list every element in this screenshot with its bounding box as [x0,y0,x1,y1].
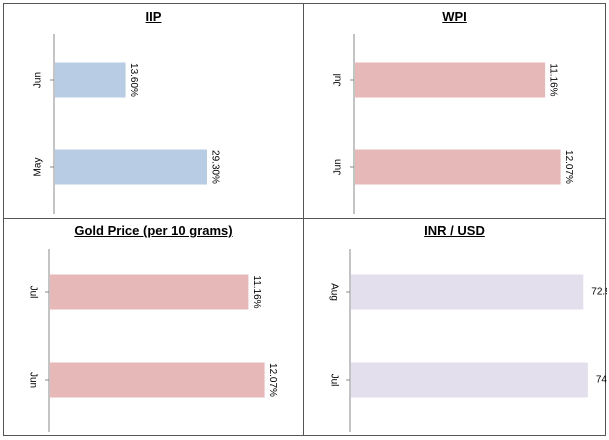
bar [355,149,561,185]
data-label: 11.16% [548,63,559,96]
y-tick-label: Jul [28,286,39,299]
chart-title: WPI [442,9,467,24]
bar [55,62,126,98]
chart-panel-inr-usd: INR / USD Aug 72.95 Jul 74.38 [303,218,607,436]
y-tick-label: Jun [33,72,44,88]
data-label: 13.60% [128,63,139,97]
chart-panel-wpi: WPI Jul 11.16% Jun 12.07% [303,3,606,219]
data-label: 72.95 [591,287,607,298]
data-label: 12.07% [267,363,278,397]
y-tick-label: Jul [329,374,340,387]
y-tick-label: Jun [333,159,344,175]
chart-plot-wpi: Jul 11.16% Jun 12.07% [333,34,574,214]
data-label: 11.16% [251,275,262,308]
bar [351,362,588,398]
bar [50,274,249,310]
chart-title: IIP [145,9,162,24]
y-tick-label: Jul [333,74,344,87]
chart-plot-inr-usd: Aug 72.95 Jul 74.38 [329,249,607,432]
data-label: 12.07% [563,150,574,184]
bar [50,362,265,398]
bar [55,149,207,185]
y-tick-label: Jun [28,372,39,388]
bar [351,274,584,310]
chart-title: INR / USD [424,223,485,238]
y-tick-label: May [33,158,44,177]
bar [355,62,546,98]
chart-plot-gold: Jul 11.16% Jun 12.07% [28,249,278,432]
chart-panel-iip: IIP Jun 13.60% May 29.30% [3,3,304,219]
data-label: 29.30% [209,150,220,184]
chart-plot-iip: Jun 13.60% May 29.30% [33,34,220,214]
chart-panel-gold: Gold Price (per 10 grams) Jul 11.16% Jun 12… [3,218,304,436]
data-label: 74.38 [596,375,607,386]
y-tick-label: Aug [329,283,340,301]
chart-title: Gold Price (per 10 grams) [74,223,233,238]
